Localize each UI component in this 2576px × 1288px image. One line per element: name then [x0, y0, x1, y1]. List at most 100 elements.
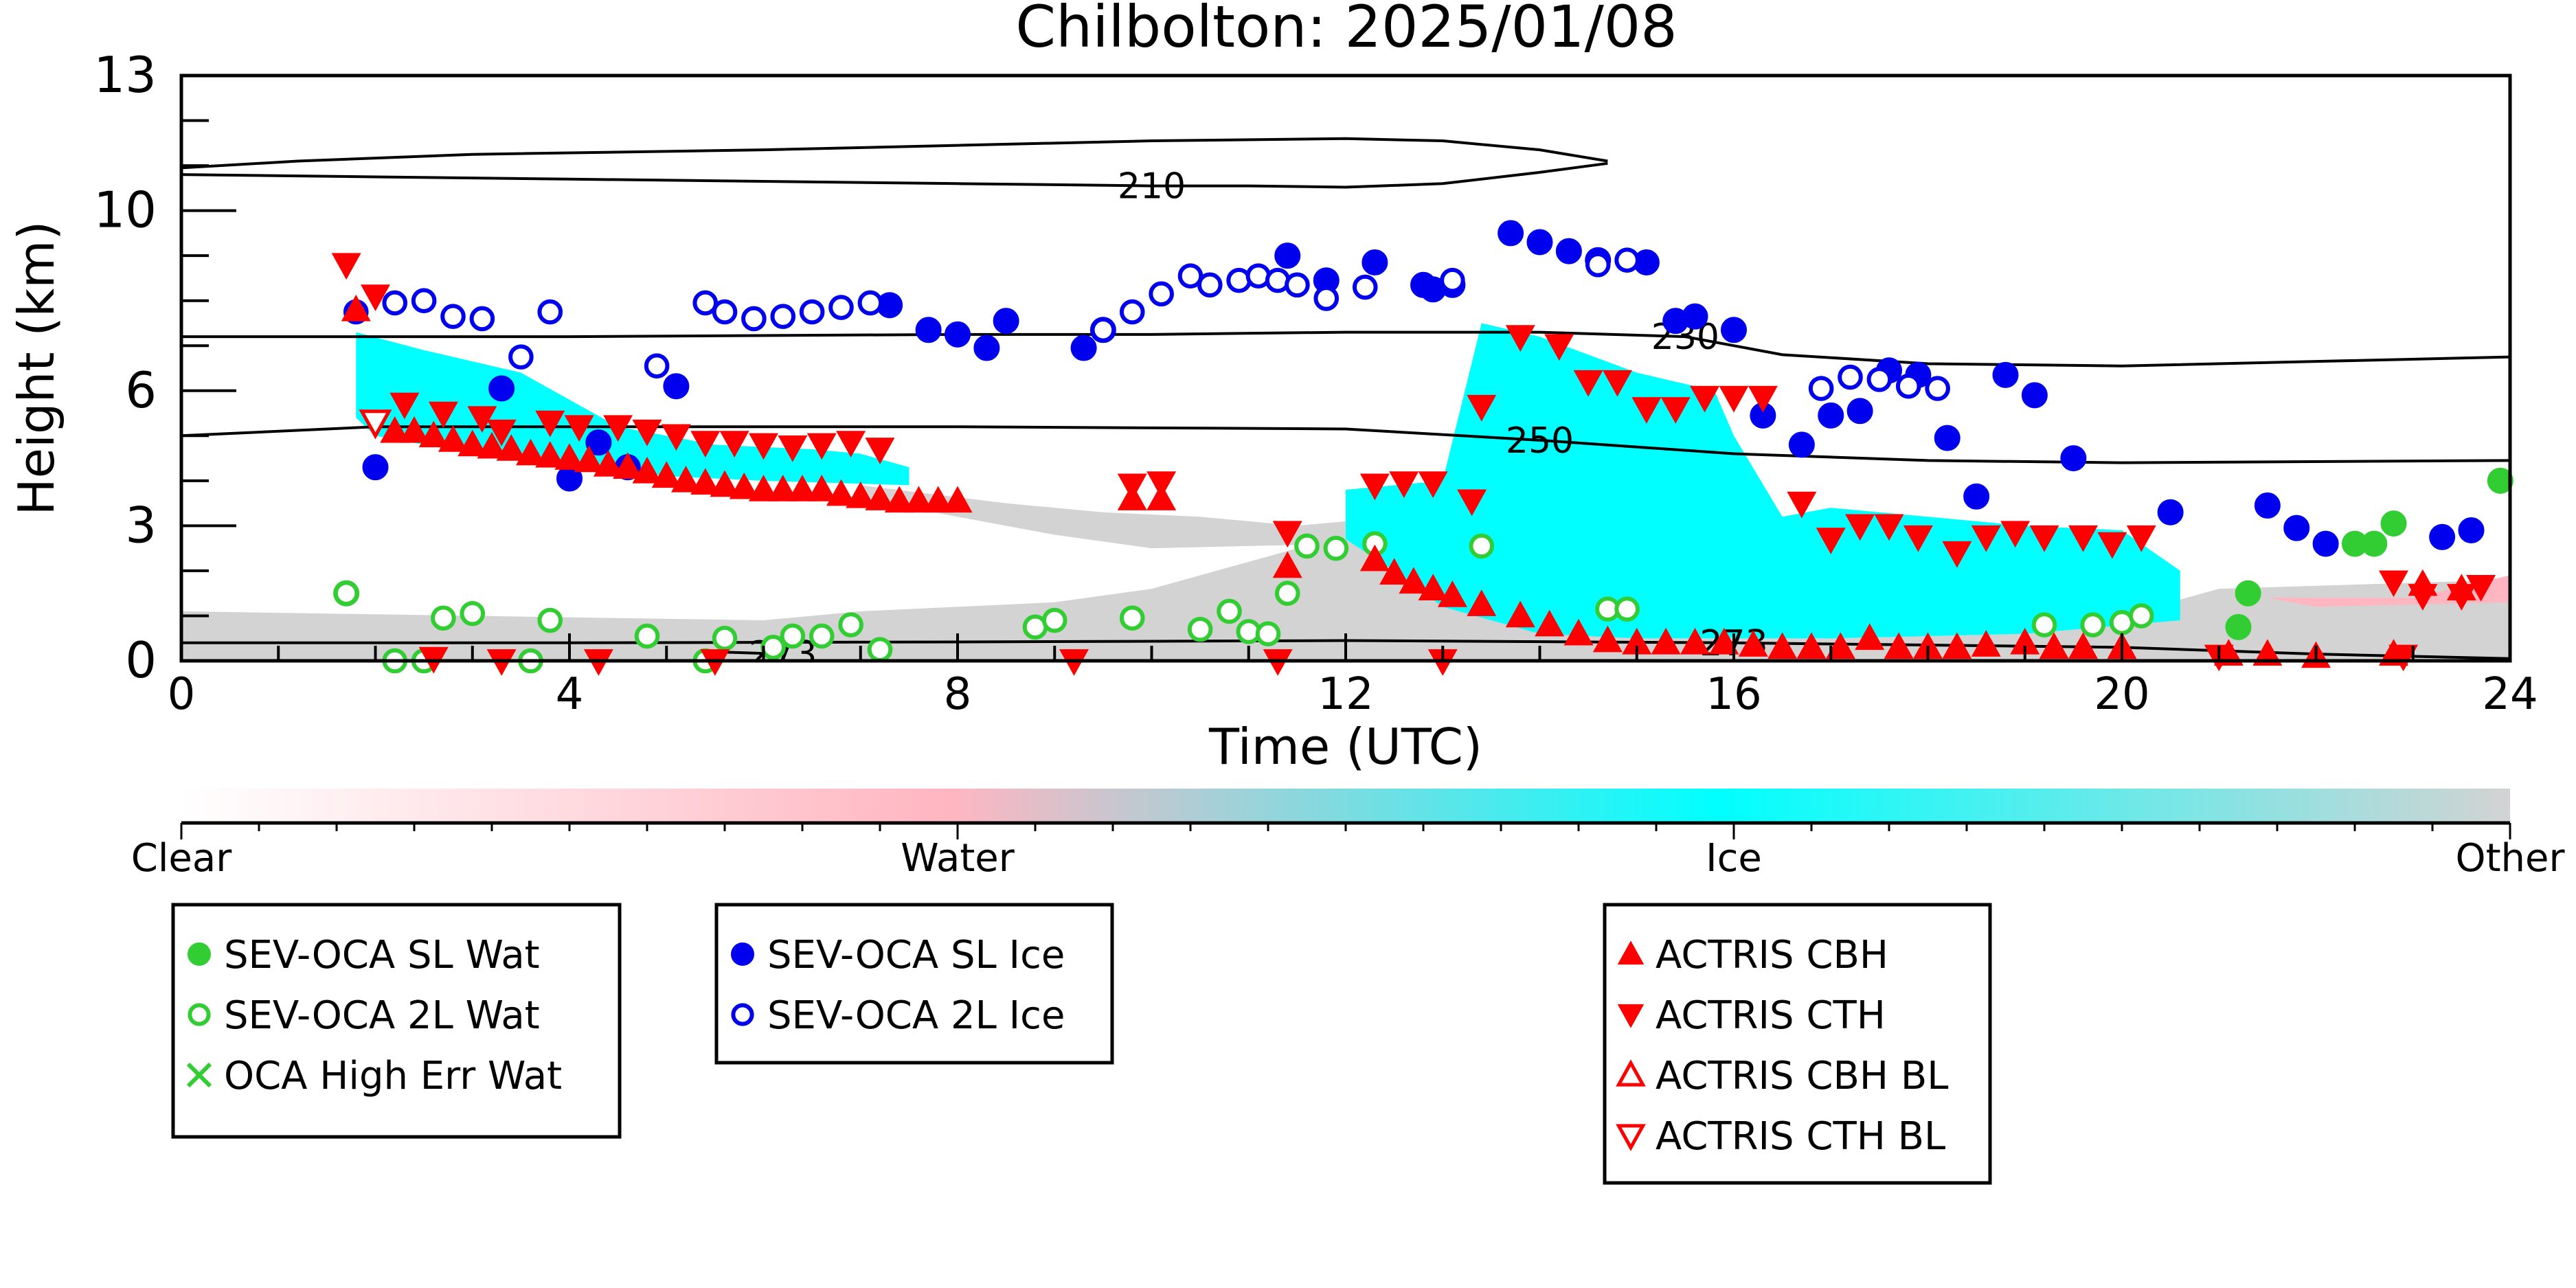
point-actris-cth-14 [778, 435, 808, 462]
point-actris-cbh-27 [884, 486, 914, 513]
point-actris-cth-32 [1690, 385, 1720, 413]
point-actris-cth-41 [1971, 525, 2001, 552]
chart-title: Chilbolton: 2025/01/08 [1015, 0, 1677, 60]
point-sev-oca-2l-ice-11 [770, 304, 796, 329]
point-actris-cth-43 [2029, 525, 2059, 552]
point-sev-oca-2l-ice-1 [382, 290, 408, 316]
point-sev-oca-2l-ice-9 [712, 299, 738, 325]
point-actris-cth-28 [1573, 370, 1603, 397]
point-sev-oca-sl-ice-40 [2283, 515, 2310, 541]
point-actris-cth-38 [1874, 514, 1904, 541]
point-sev-oca-2l-ice-19 [1197, 272, 1223, 298]
point-actris-cbh-41 [1535, 609, 1565, 637]
colorbar-gradient [181, 789, 2510, 823]
point-sev-oca-sl-ice-39 [2254, 492, 2281, 519]
x-tick-label-4: 4 [556, 669, 584, 720]
point-actris-cbh-36 [1399, 567, 1429, 594]
colorbar-label-other: Other [2455, 836, 2565, 881]
point-sev-oca-sl-wat-2 [2235, 580, 2261, 607]
point-sev-oca-2l-ice-15 [1090, 317, 1116, 343]
legend-label-0-0: SEV-OCA SL Wat [224, 933, 540, 978]
point-sev-oca-2l-wat-28 [1614, 596, 1640, 622]
point-sev-oca-2l-ice-17 [1149, 281, 1174, 307]
point-actris-cbh-15 [651, 461, 681, 488]
legend-marker-2-2 [1616, 1059, 1646, 1087]
point-actris-cbh-24 [826, 479, 856, 506]
point-sev-oca-2l-ice-2 [411, 288, 437, 313]
point-actris-cth-20 [1272, 521, 1302, 548]
point-sev-oca-2l-ice-10 [741, 306, 767, 332]
data-markers [331, 220, 2513, 676]
point-actris-cbh-6 [477, 431, 507, 459]
point-sev-oca-2l-wat-18 [1187, 616, 1213, 642]
point-sev-oca-2l-wat-16 [1041, 607, 1067, 633]
point-sev-oca-sl-ice-1 [488, 375, 515, 402]
x-tick-label-8: 8 [944, 669, 972, 720]
point-actris-cbh-62 [2252, 639, 2283, 666]
y-tick-label-13: 13 [93, 46, 157, 104]
legend-label-2-1: ACTRIS CTH [1656, 993, 1886, 1038]
point-sev-oca-2l-wat-14 [867, 637, 893, 662]
legend-marker-1-0 [731, 942, 754, 966]
legend-marker-2-0 [1617, 940, 1645, 965]
point-sev-oca-sl-ice-13 [1274, 242, 1301, 269]
x-tick-label-0: 0 [168, 669, 196, 720]
point-actris-cth-42 [2000, 521, 2031, 548]
point-actris-cbh-38 [1437, 580, 1467, 607]
contour-line-3 [181, 425, 2510, 464]
point-sev-oca-sl-ice-3 [585, 429, 612, 456]
point-actris-cth-21 [1359, 473, 1390, 501]
point-actris-cbh-39 [1467, 589, 1497, 616]
point-sev-oca-2l-wat-4 [460, 600, 486, 626]
point-sev-oca-2l-wat-13 [838, 612, 863, 637]
point-actris-cbh-5 [457, 429, 488, 457]
point-actris-cth-0 [331, 253, 361, 280]
point-sev-oca-2l-wat-3 [431, 605, 456, 631]
point-sev-oca-sl-ice-41 [2312, 530, 2339, 557]
point-actris-cbh-42 [1563, 618, 1594, 646]
point-actris-cbh-12 [594, 450, 623, 477]
point-actris-cbh-33 [1272, 551, 1302, 578]
legend-marker-0-1 [188, 1003, 211, 1026]
point-actris-cbh-55 [1942, 632, 1972, 659]
point-actris-cbh-58 [2039, 632, 2069, 659]
point-sev-oca-sl-wat-5 [2380, 510, 2407, 537]
point-actris-cbh-46 [1680, 627, 1710, 655]
cloud-classification-fills [181, 323, 2510, 661]
point-sev-oca-2l-wat-7 [634, 623, 660, 649]
point-sev-oca-2l-ice-14 [857, 290, 883, 316]
point-actris-cth-1 [361, 284, 390, 311]
point-actris-cth-23 [1418, 471, 1448, 498]
legend-label-0-2: OCA High Err Wat [224, 1054, 562, 1098]
point-sev-oca-sl-ice-9 [973, 335, 1000, 361]
y-axis-label: Height (km) [8, 221, 65, 516]
point-actris-cth-10 [661, 424, 691, 451]
point-actris-cbh-8 [516, 438, 545, 466]
contour-line-0 [181, 161, 1608, 189]
x-tick-label-24: 24 [2482, 669, 2538, 720]
point-actris-cbh-0 [341, 294, 371, 321]
legend-label-1-1: SEV-OCA 2L Ice [767, 993, 1065, 1038]
point-sev-oca-2l-wat-9 [712, 625, 738, 651]
point-actris-cbh-21 [768, 475, 798, 501]
point-sev-oca-2l-ice-29 [1808, 376, 1834, 401]
point-actris-cbh-9 [535, 440, 565, 468]
point-actris-cth-bl-0 [359, 409, 392, 440]
contour-line-4 [181, 639, 2510, 660]
point-sev-oca-sl-ice-20 [1526, 229, 1553, 256]
point-actris-cbh-11 [574, 445, 604, 473]
point-actris-cbh-26 [865, 484, 895, 510]
legend-marker-0-0 [188, 942, 211, 966]
point-sev-oca-2l-ice-26 [1440, 267, 1465, 293]
point-sev-oca-2l-wat-24 [1323, 535, 1349, 561]
point-sev-oca-2l-wat-22 [1274, 580, 1300, 606]
point-actris-cbh-47 [1709, 627, 1739, 655]
point-sev-oca-sl-ice-35 [1992, 361, 2019, 388]
point-actris-cth-6 [535, 410, 565, 438]
point-actris-cbh-14 [632, 456, 662, 484]
legend-marker-0-2 [186, 1062, 212, 1088]
fill-other-1 [860, 485, 1346, 549]
point-sev-oca-2l-wat-21 [1255, 621, 1281, 646]
legend-marker-2-3 [1616, 1124, 1646, 1151]
point-sev-oca-sl-ice-5 [663, 373, 690, 400]
